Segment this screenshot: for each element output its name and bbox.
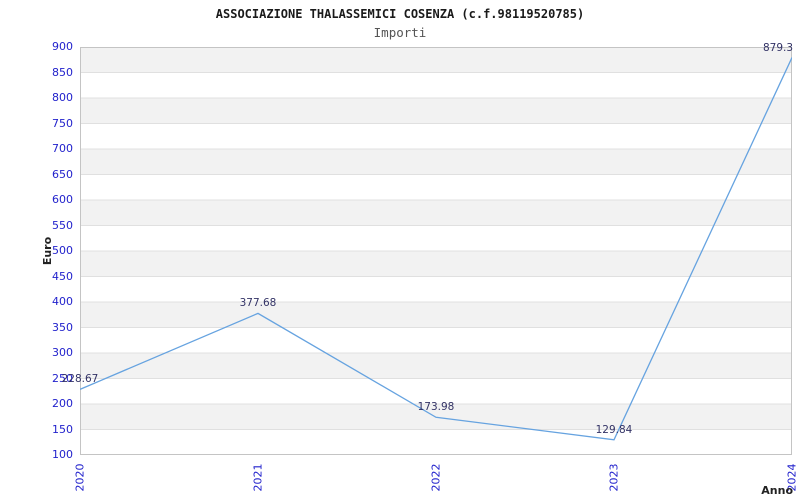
plot-band [80,200,792,226]
plot-band [80,353,792,379]
chart-title: ASSOCIAZIONE THALASSEMICI COSENZA (c.f.9… [215,7,585,21]
y-tick-label: 550 [52,218,73,232]
plot-band [80,72,792,98]
x-tick-label: 2021 [251,463,265,492]
plot-band [80,302,792,328]
series-line [79,57,793,441]
point-label: 879.3 [762,41,794,54]
y-tick-label: 350 [52,320,73,334]
point-label: 377.68 [239,297,277,310]
plot-band [80,149,792,175]
point-label: 228.67 [61,373,99,386]
y-tick-label: 450 [52,269,73,283]
plot-band [80,225,792,251]
point-label: 173.98 [417,401,455,414]
y-tick-label: 300 [52,346,73,359]
plot-band [80,251,792,277]
x-axis-title: Anno [761,484,793,497]
y-axis-title: Euro [41,236,54,266]
point-label: 129.84 [595,423,633,436]
y-tick-label: 100 [52,448,73,461]
plot-area [79,46,793,459]
y-tick-label: 600 [52,193,73,206]
x-tick-label: 2020 [73,463,87,492]
y-tick-label: 200 [52,397,73,410]
plot-band [80,327,792,353]
plot-band [80,47,792,73]
plot-band [80,429,792,455]
plot-band [80,123,792,149]
plot-band [80,98,792,124]
y-tick-label: 900 [52,40,73,53]
y-tick-label: 150 [52,422,73,436]
x-tick-label: 2022 [429,463,443,492]
y-tick-label: 750 [52,116,73,130]
y-tick-label: 850 [52,65,73,79]
y-tick-label: 250 [52,371,73,385]
x-tick-label: 2023 [607,463,621,492]
y-tick-label: 500 [52,244,73,257]
y-tick-label: 400 [52,295,73,308]
plot-band [80,378,792,404]
plot-band [80,276,792,302]
y-tick-label: 800 [52,91,73,104]
y-tick-label: 650 [52,167,73,181]
chart-subtitle: Importi [373,25,427,40]
plot-border [80,47,792,455]
plot-canvas [79,46,793,456]
plot-band [80,174,792,200]
y-tick-label: 700 [52,142,73,155]
